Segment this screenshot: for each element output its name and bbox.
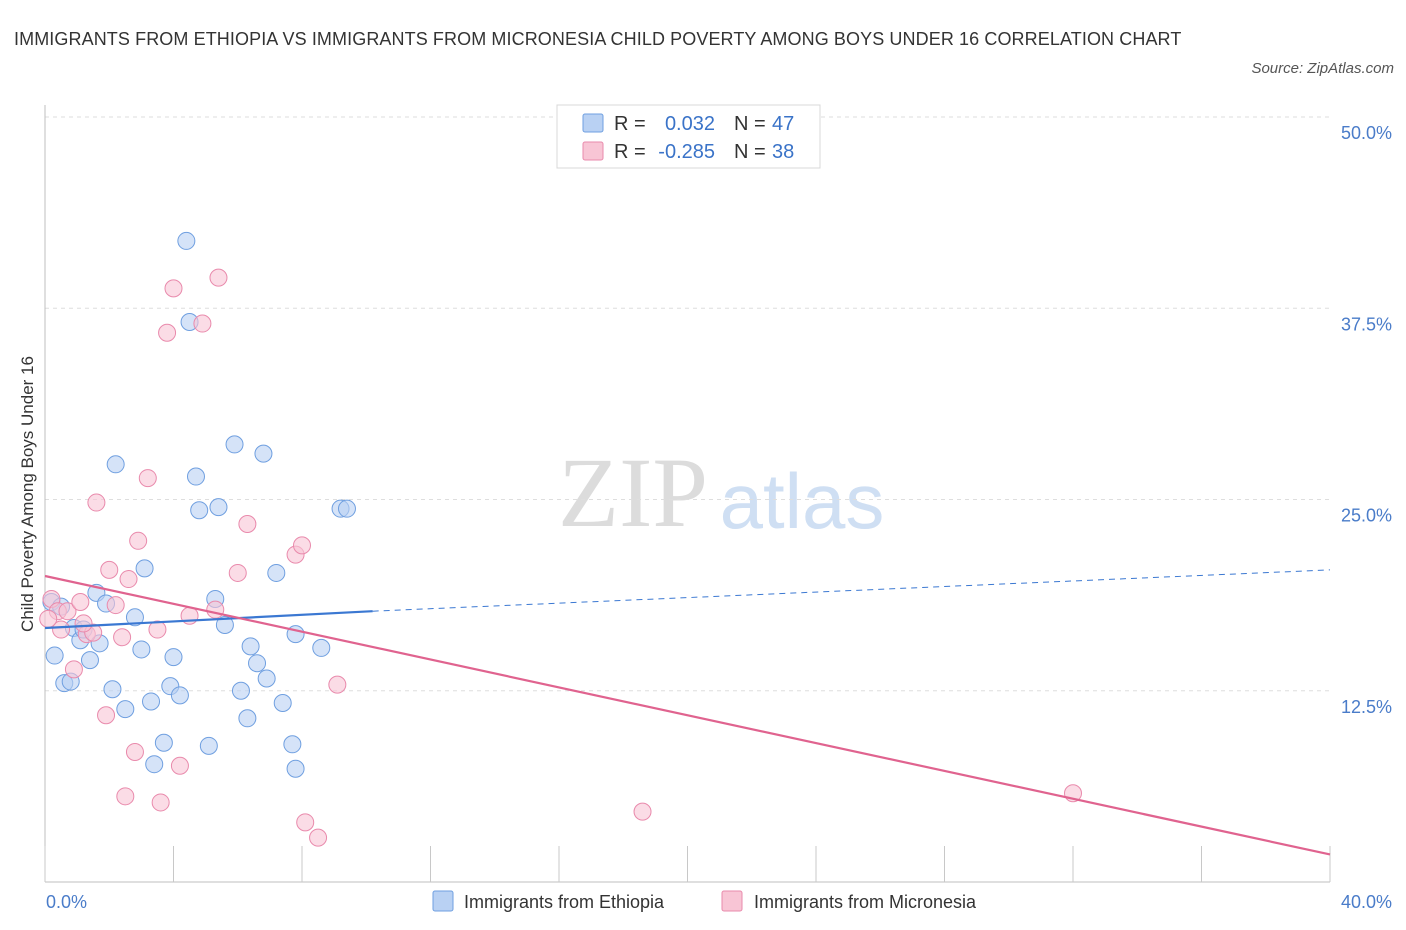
point-ethiopia-31 <box>215 615 234 634</box>
point-micronesia-18 <box>148 620 167 639</box>
trend-line-ethiopia <box>44 610 373 630</box>
series-legend: Immigrants from Ethiopia Immigrants from… <box>432 890 977 912</box>
point-ethiopia-17 <box>135 559 154 578</box>
watermark-atlas: atlas <box>720 457 885 545</box>
watermark-zip: ZIP <box>558 437 708 548</box>
point-ethiopia-32 <box>225 435 244 454</box>
point-ethiopia-46 <box>337 499 356 518</box>
point-micronesia-22 <box>170 756 189 775</box>
legend-r-value-2: -0.285 <box>658 141 715 163</box>
point-micronesia-21 <box>164 279 183 298</box>
legend-n-value-1: 47 <box>772 113 794 135</box>
point-micronesia-8 <box>87 493 106 512</box>
point-ethiopia-20 <box>154 733 173 752</box>
point-micronesia-37 <box>39 609 58 628</box>
source-label: Source: ZipAtlas.com <box>1251 60 1394 77</box>
point-micronesia-33 <box>328 675 347 694</box>
axes <box>44 105 1331 883</box>
point-micronesia-27 <box>228 563 247 582</box>
point-ethiopia-34 <box>238 709 257 728</box>
point-micronesia-15 <box>125 742 144 761</box>
series-legend-swatch-micronesia <box>721 890 743 912</box>
point-ethiopia-18 <box>142 692 161 711</box>
point-micronesia-16 <box>129 531 148 550</box>
correlation-legend: R = 0.032 N = 47 R = -0.285 N = 38 <box>556 104 821 169</box>
legend-n-label-1: N = <box>734 113 766 135</box>
point-micronesia-19 <box>151 793 170 812</box>
point-ethiopia-40 <box>273 693 292 712</box>
point-micronesia-31 <box>296 813 315 832</box>
trend-lines <box>44 569 1331 856</box>
point-micronesia-24 <box>193 314 212 333</box>
series-legend-label-ethiopia: Immigrants from Ethiopia <box>464 892 665 912</box>
point-ethiopia-30 <box>209 498 228 517</box>
point-micronesia-5 <box>71 593 90 612</box>
point-ethiopia-27 <box>190 501 209 520</box>
trend-line-micronesia <box>44 574 1331 856</box>
point-ethiopia-28 <box>199 736 218 755</box>
point-ethiopia-13 <box>106 455 125 474</box>
tick-labels: 12.5% 25.0% 37.5% 50.0% 0.0% 40.0% <box>46 123 1392 912</box>
point-micronesia-13 <box>116 787 135 806</box>
chart-title: IMMIGRANTS FROM ETHIOPIA VS IMMIGRANTS F… <box>14 29 1182 49</box>
point-ethiopia-38 <box>257 669 276 688</box>
point-micronesia-9 <box>97 706 116 725</box>
point-ethiopia-8 <box>80 651 99 670</box>
point-ethiopia-44 <box>312 638 331 657</box>
point-micronesia-30 <box>293 536 311 555</box>
point-ethiopia-36 <box>248 654 267 673</box>
point-ethiopia-15 <box>125 608 144 627</box>
y-tick-label-1: 25.0% <box>1341 506 1392 526</box>
point-micronesia-32 <box>309 828 328 847</box>
point-ethiopia-19 <box>145 755 164 774</box>
grid-lines <box>45 116 1330 692</box>
legend-r-label-2: R = <box>614 141 646 163</box>
trend-line-ethiopia-extension <box>372 569 1331 612</box>
legend-n-label-2: N = <box>734 141 766 163</box>
x-tick-label-0: 0.0% <box>46 892 87 912</box>
data-points <box>39 231 1082 847</box>
point-ethiopia-42 <box>286 759 305 778</box>
series-legend-label-micronesia: Immigrants from Micronesia <box>754 892 977 912</box>
point-micronesia-20 <box>158 323 177 342</box>
point-ethiopia-41 <box>283 735 302 754</box>
point-micronesia-25 <box>206 600 225 619</box>
legend-r-value-1: 0.032 <box>665 113 715 135</box>
x-tick-label-1: 40.0% <box>1341 892 1392 912</box>
point-micronesia-26 <box>209 268 228 287</box>
point-micronesia-3 <box>58 602 77 621</box>
point-micronesia-10 <box>100 560 119 579</box>
point-micronesia-2 <box>52 620 71 639</box>
y-axis-label: Child Poverty Among Boys Under 16 <box>18 356 37 632</box>
point-ethiopia-14 <box>116 700 135 719</box>
legend-r-label-1: R = <box>614 113 646 135</box>
point-ethiopia-26 <box>186 467 205 486</box>
y-tick-label-2: 37.5% <box>1341 314 1392 334</box>
point-micronesia-34 <box>633 802 652 821</box>
point-micronesia-14 <box>119 570 138 589</box>
point-micronesia-12 <box>113 628 132 647</box>
point-ethiopia-37 <box>254 444 273 463</box>
y-tick-label-0: 12.5% <box>1341 697 1392 717</box>
point-ethiopia-35 <box>241 637 260 656</box>
point-micronesia-4 <box>64 660 83 679</box>
point-micronesia-36 <box>74 614 93 633</box>
point-ethiopia-24 <box>177 231 196 250</box>
legend-n-value-2: 38 <box>772 141 794 163</box>
series-legend-swatch-ethiopia <box>432 890 454 912</box>
legend-swatch-ethiopia <box>582 113 604 133</box>
point-ethiopia-1 <box>45 646 64 665</box>
point-ethiopia-23 <box>170 686 189 705</box>
point-ethiopia-33 <box>231 681 250 700</box>
point-micronesia-28 <box>238 514 257 533</box>
point-micronesia-11 <box>106 596 125 615</box>
point-ethiopia-22 <box>164 648 183 667</box>
point-ethiopia-39 <box>267 563 286 582</box>
legend-swatch-micronesia <box>582 141 604 161</box>
point-micronesia-17 <box>138 469 157 488</box>
point-ethiopia-12 <box>103 680 122 699</box>
y-tick-label-3: 50.0% <box>1341 123 1392 143</box>
point-ethiopia-16 <box>132 640 151 659</box>
